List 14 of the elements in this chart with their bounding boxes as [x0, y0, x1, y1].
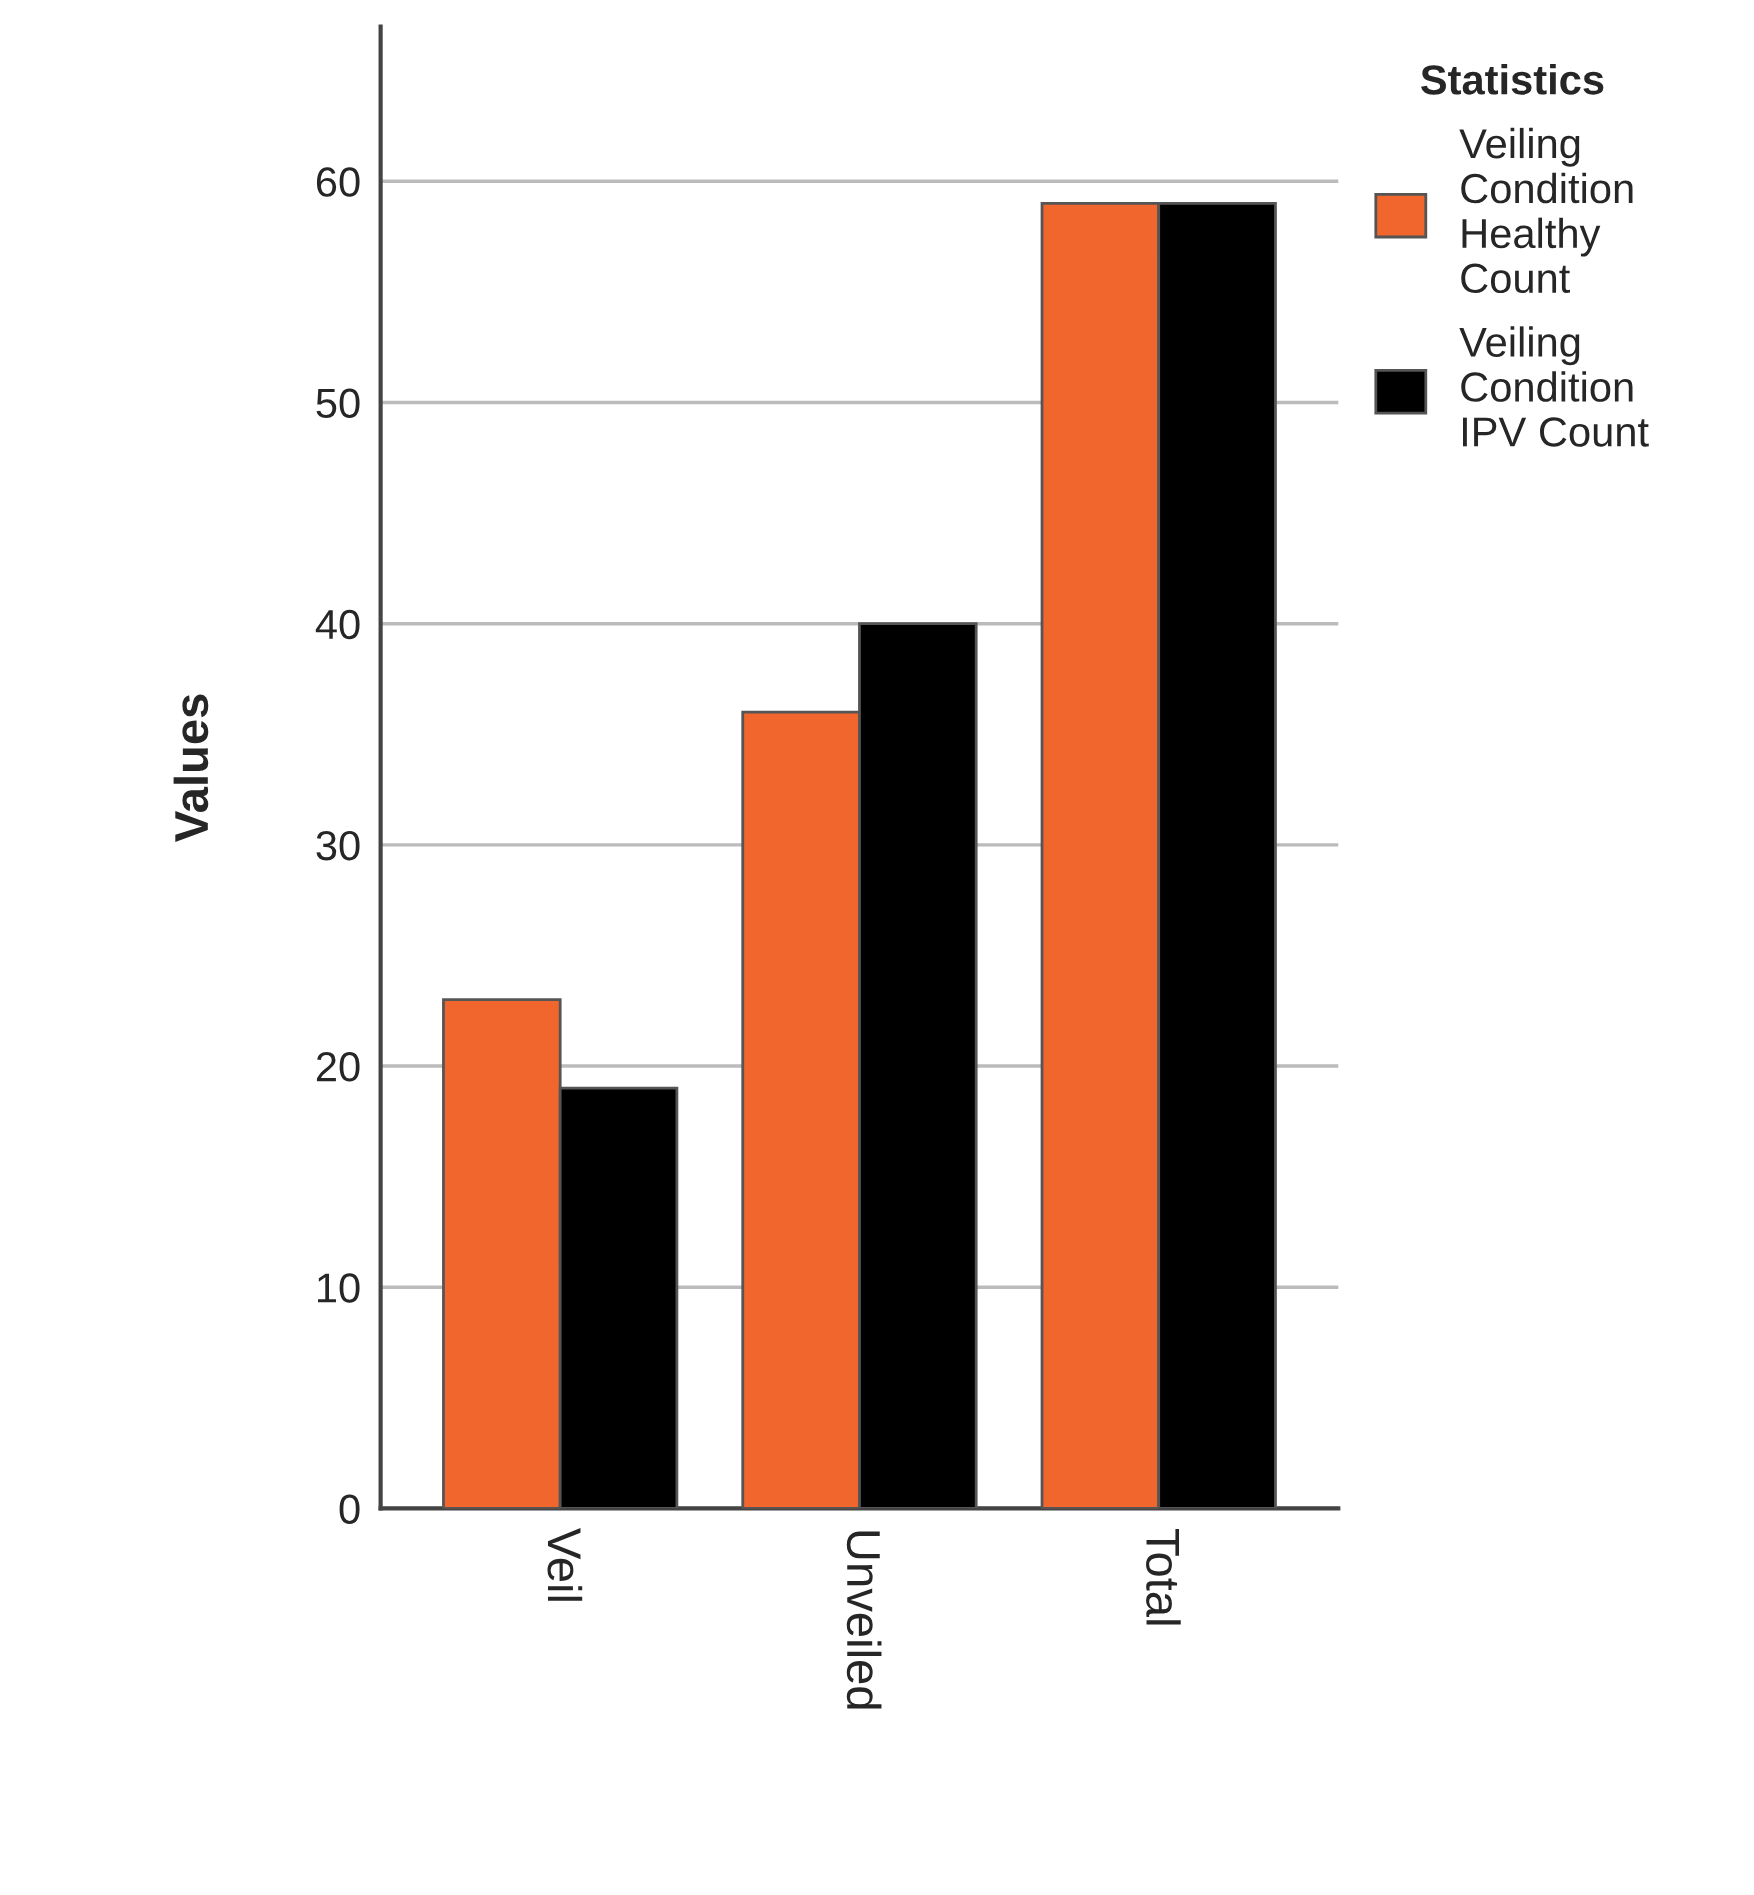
y-tick-label: 40 — [315, 609, 360, 640]
legend-title: Statistics — [1421, 64, 1604, 95]
y-tick-label: 20 — [316, 1052, 360, 1082]
x-tick-label: Unveiled — [846, 1531, 882, 1709]
y-tick-label: 10 — [318, 1273, 360, 1303]
y-tick-label: 0 — [339, 1494, 360, 1524]
x-tick-label: Total — [1146, 1528, 1181, 1625]
legend-label: Veiling Condition IPV Count — [1459, 326, 1649, 447]
y-tick-label: 30 — [316, 830, 360, 861]
y-axis-title: Values — [173, 694, 209, 842]
y-tick-label: 60 — [316, 167, 360, 197]
x-tick-label: Veil — [547, 1528, 583, 1601]
y-tick-label: 50 — [316, 388, 360, 419]
legend-label: Veiling Condition Healthy Count — [1459, 127, 1633, 294]
